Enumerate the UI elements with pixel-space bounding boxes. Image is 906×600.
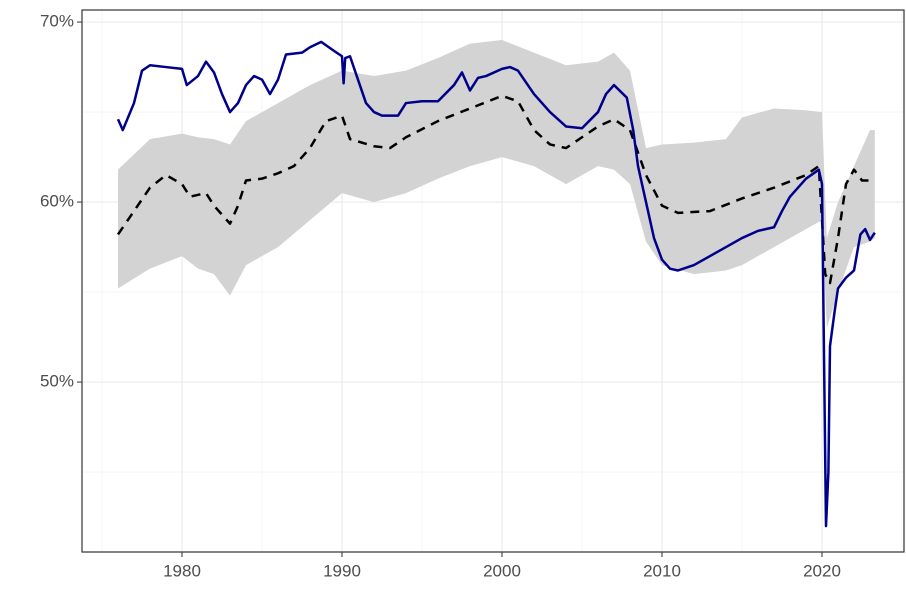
x-tick-label: 1990 [323, 561, 361, 580]
data-line [116, 40, 876, 528]
x-tick-label: 2010 [643, 561, 681, 580]
y-tick-label: 50% [40, 372, 74, 391]
x-tick-label: 1980 [163, 561, 201, 580]
confidence-band [118, 40, 875, 329]
y-tick-label: 60% [40, 192, 74, 211]
panel-border [81, 9, 905, 553]
x-tick-label: 2020 [803, 561, 841, 580]
x-tick-label: 2000 [483, 561, 521, 580]
y-tick-label: 70% [40, 12, 74, 31]
